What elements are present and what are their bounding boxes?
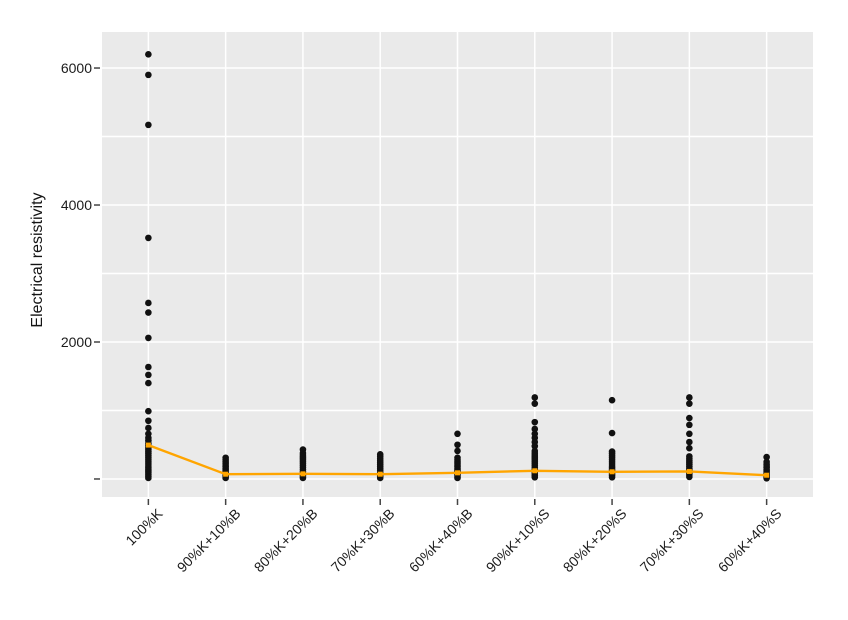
y-tick-label: 2000: [60, 334, 92, 350]
data-point: [145, 71, 152, 79]
mean-marker: [532, 468, 538, 474]
data-point: [454, 474, 461, 482]
data-point: [686, 421, 693, 429]
y-tick-label: 6000: [60, 60, 92, 77]
data-point: [531, 425, 539, 433]
data-point: [686, 473, 693, 481]
data-point: [686, 444, 693, 452]
data-point: [145, 424, 152, 432]
data-point: [608, 473, 616, 481]
data-point: [145, 299, 152, 307]
data-point: [145, 371, 152, 379]
data-point: [454, 447, 461, 455]
data-point: [531, 473, 539, 481]
data-point: [531, 400, 539, 407]
y-tick-label: 4000: [60, 197, 92, 213]
data-point: [145, 407, 152, 415]
data-point: [145, 417, 152, 425]
data-point: [686, 400, 693, 407]
mean-marker: [764, 472, 770, 478]
data-point: [145, 51, 152, 58]
data-point: [145, 363, 152, 371]
data-point: [531, 442, 539, 450]
mean-marker: [223, 471, 229, 477]
mean-marker: [377, 471, 383, 477]
data-point: [145, 334, 152, 342]
data-point: [145, 474, 152, 482]
y-axis-label: Electrical resistivity: [29, 192, 46, 328]
data-point: [145, 379, 152, 387]
data-point: [454, 430, 461, 438]
data-point: [686, 414, 693, 422]
data-point: [608, 396, 616, 404]
data-point: [686, 430, 693, 438]
data-point: [686, 438, 693, 446]
mean-marker: [300, 471, 306, 477]
mean-marker: [145, 442, 151, 448]
data-point: [531, 394, 539, 401]
data-point: [454, 441, 461, 449]
data-point: [608, 429, 616, 437]
data-point: [686, 394, 693, 401]
data-point: [763, 453, 770, 461]
data-point: [145, 121, 152, 129]
mean-marker: [609, 469, 615, 475]
data-point: [531, 418, 539, 426]
data-point: [145, 234, 152, 242]
data-point: [145, 309, 152, 316]
mean-marker: [686, 468, 692, 474]
mean-marker: [455, 470, 460, 476]
